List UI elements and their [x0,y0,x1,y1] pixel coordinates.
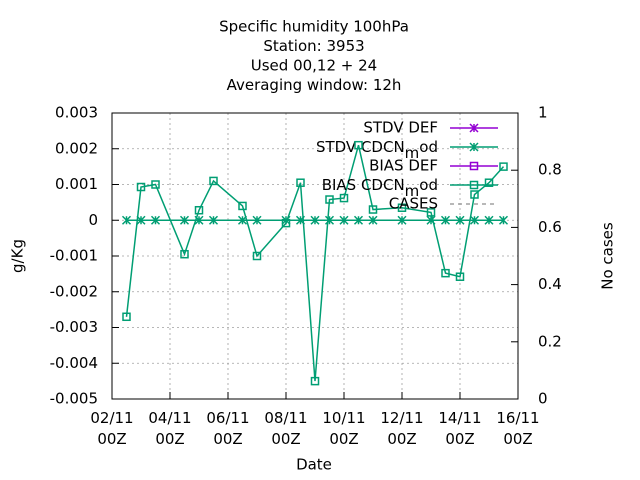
point [455,272,465,281]
point [252,251,262,261]
point [397,215,407,225]
x-tick-label: 14/11 00Z [438,409,482,448]
point [136,182,146,192]
legend-label: CASES [389,195,438,213]
y2-tick-label: 0.4 [538,275,562,293]
y2-axis-label: No cases [599,222,617,290]
point [440,215,451,225]
x-axis-label: Date [296,456,332,474]
x-tick-label: 16/11 00Z [496,409,540,448]
y2-tick-label: 1 [538,104,548,122]
y-tick-label: -0.001 [50,247,98,265]
y-tick-label: 0.003 [55,104,98,122]
point [397,203,407,212]
plot-frame [111,112,519,400]
point [368,205,378,214]
y-tick-label: 0 [88,211,98,229]
x-tick-label: 12/11 00Z [380,409,424,448]
y-tick-label: -0.003 [50,318,98,336]
point [296,178,305,187]
legend-label: BIAS DEF [369,157,438,175]
chart-title: Averaging window: 12h [227,76,402,94]
point [354,140,363,150]
y-tick-label: -0.004 [50,354,98,372]
x-tick-label: 06/11 00Z [206,409,250,448]
x-tick-label: 02/11 00Z [90,409,134,448]
point [238,201,247,211]
legend-label: STDV DEF [363,119,438,137]
y-axis-label: g/Kg [9,239,27,273]
y2-tick-label: 0.6 [538,218,562,236]
legend-marker [469,142,479,152]
point [484,215,494,225]
point [208,215,219,225]
point [484,178,494,187]
point [455,215,465,225]
point [150,215,161,225]
x-tick-label: 08/11 00Z [264,409,308,448]
point [325,195,334,204]
point [122,312,131,322]
legend-label: BIAS CDCNmod [322,176,438,200]
chart-title: Specific humidity 100hPa [219,18,409,36]
point [499,162,508,171]
x-tick-label: 10/11 00Z [322,409,366,448]
point [339,215,349,225]
point [121,215,132,225]
point [151,180,160,189]
series-line [125,144,505,382]
point [498,215,509,225]
y-tick-label: -0.002 [50,282,98,300]
point [194,205,204,215]
y-tick-label: -0.005 [50,390,98,408]
point [426,208,436,217]
y2-tick-label: 0 [538,390,548,408]
legend-marker [469,161,479,171]
point [281,218,291,228]
point [310,376,320,386]
point [179,215,190,225]
y-tick-label: 0.002 [55,139,98,157]
point [209,176,218,186]
point [469,215,480,225]
legend-marker [469,123,479,133]
point [339,193,349,203]
y-tick-label: 0.001 [55,175,98,193]
point [310,215,320,225]
chart-title: Station: 3953 [263,37,364,55]
x-tick-label: 04/11 00Z [148,409,192,448]
y2-tick-label: 0.8 [538,161,562,179]
point [324,215,335,225]
point [252,215,262,225]
point [470,190,479,199]
legend-marker [469,180,479,190]
point [353,215,364,225]
point [441,268,450,278]
legend-label: STDV CDCNmod [316,138,438,162]
point [180,249,189,259]
y2-tick-label: 0.2 [538,332,562,350]
chart-title: Used 00,12 + 24 [251,57,377,75]
point [368,215,378,225]
